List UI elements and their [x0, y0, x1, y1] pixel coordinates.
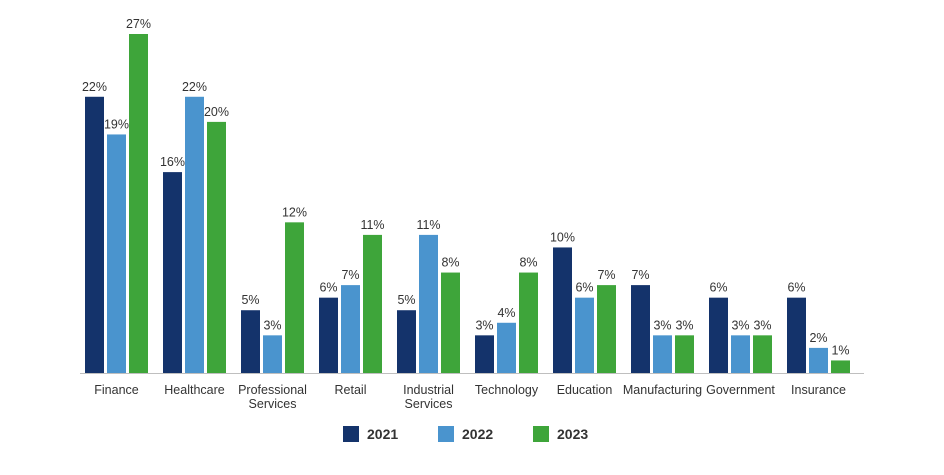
- category-label-4: Industrial Services: [403, 383, 454, 411]
- value-label-2023-3: 11%: [360, 218, 384, 232]
- value-label-2022-0: 19%: [104, 117, 129, 131]
- bar-2021-3: [319, 297, 338, 373]
- bar-2022-5: [497, 322, 516, 373]
- bar-2022-0: [107, 134, 126, 373]
- value-label-2023-4: 8%: [441, 256, 459, 270]
- bar-2021-0: [85, 96, 104, 374]
- bar-2021-7: [631, 285, 650, 373]
- category-label-5: Technology: [475, 383, 539, 397]
- category-label-7: Manufacturing: [623, 383, 702, 397]
- value-label-2023-1: 20%: [204, 105, 229, 119]
- bar-2022-7: [653, 335, 672, 373]
- value-label-2022-2: 3%: [263, 318, 281, 332]
- value-label-2022-8: 3%: [731, 318, 749, 332]
- value-label-2021-0: 22%: [82, 80, 107, 94]
- value-label-2022-9: 2%: [809, 331, 827, 345]
- bar-2021-6: [553, 247, 572, 373]
- value-label-2023-5: 8%: [519, 256, 537, 270]
- bar-2021-1: [163, 172, 182, 373]
- bar-2022-4: [419, 234, 438, 373]
- value-label-2021-1: 16%: [160, 155, 185, 169]
- value-label-2021-3: 6%: [319, 281, 337, 295]
- value-label-2022-6: 6%: [575, 281, 593, 295]
- value-label-2023-7: 3%: [675, 318, 693, 332]
- value-label-2021-5: 3%: [475, 318, 493, 332]
- value-label-2021-2: 5%: [241, 293, 259, 307]
- category-label-1: Healthcare: [164, 383, 224, 397]
- value-label-2022-3: 7%: [341, 268, 359, 282]
- value-labels-layer: 22% 19% 27% 16% 22% 20% 5% 3% 12% 6% 7% 11% 5% 11% 8% 3…: [82, 17, 850, 357]
- value-label-2021-9: 6%: [787, 281, 805, 295]
- bar-2023-9: [831, 360, 850, 373]
- bar-2021-5: [475, 335, 494, 373]
- category-label-3: Retail: [335, 383, 367, 397]
- bar-2023-4: [441, 272, 460, 373]
- bar-2023-0: [129, 34, 148, 373]
- value-label-2023-2: 12%: [282, 205, 307, 219]
- bars-layer: [85, 34, 850, 374]
- value-label-2023-9: 1%: [831, 343, 849, 357]
- legend-label-2021: 2021: [367, 426, 398, 442]
- category-label-2: Professional Services: [238, 383, 307, 411]
- bar-2021-4: [397, 310, 416, 373]
- bar-2021-9: [787, 297, 806, 373]
- category-label-8: Government: [706, 383, 775, 397]
- category-label-9: Insurance: [791, 383, 846, 397]
- legend-swatch-2022: [438, 426, 454, 442]
- legend-swatch-2023: [533, 426, 549, 442]
- bar-2023-6: [597, 285, 616, 373]
- legend: 2021 2022 2023: [343, 426, 588, 442]
- value-label-2023-0: 27%: [126, 17, 151, 31]
- legend-label-2023: 2023: [557, 426, 588, 442]
- bar-2023-3: [363, 234, 382, 373]
- bar-2021-2: [241, 310, 260, 373]
- value-label-2021-7: 7%: [631, 268, 649, 282]
- bar-2022-8: [731, 335, 750, 373]
- value-label-2022-5: 4%: [497, 306, 515, 320]
- value-label-2023-8: 3%: [753, 318, 771, 332]
- value-label-2021-4: 5%: [397, 293, 415, 307]
- bar-2022-3: [341, 285, 360, 373]
- bar-2023-5: [519, 272, 538, 373]
- value-label-2022-1: 22%: [182, 80, 207, 94]
- bar-2022-6: [575, 297, 594, 373]
- value-label-2022-4: 11%: [416, 218, 440, 232]
- legend-swatch-2021: [343, 426, 359, 442]
- bar-2023-7: [675, 335, 694, 373]
- bar-2021-8: [709, 297, 728, 373]
- value-label-2022-7: 3%: [653, 318, 671, 332]
- bar-2023-8: [753, 335, 772, 373]
- bar-2022-9: [809, 347, 828, 373]
- value-label-2021-8: 6%: [709, 281, 727, 295]
- bar-2022-2: [263, 335, 282, 373]
- value-label-2023-6: 7%: [597, 268, 615, 282]
- category-labels-layer: Finance Healthcare Professional Services Ret…: [94, 383, 846, 411]
- bar-2022-1: [185, 96, 204, 374]
- bar-2023-1: [207, 121, 226, 373]
- category-label-0: Finance: [94, 383, 139, 397]
- value-label-2021-6: 10%: [550, 230, 575, 244]
- category-label-6: Education: [557, 383, 613, 397]
- legend-label-2022: 2022: [462, 426, 493, 442]
- bar-2023-2: [285, 222, 304, 373]
